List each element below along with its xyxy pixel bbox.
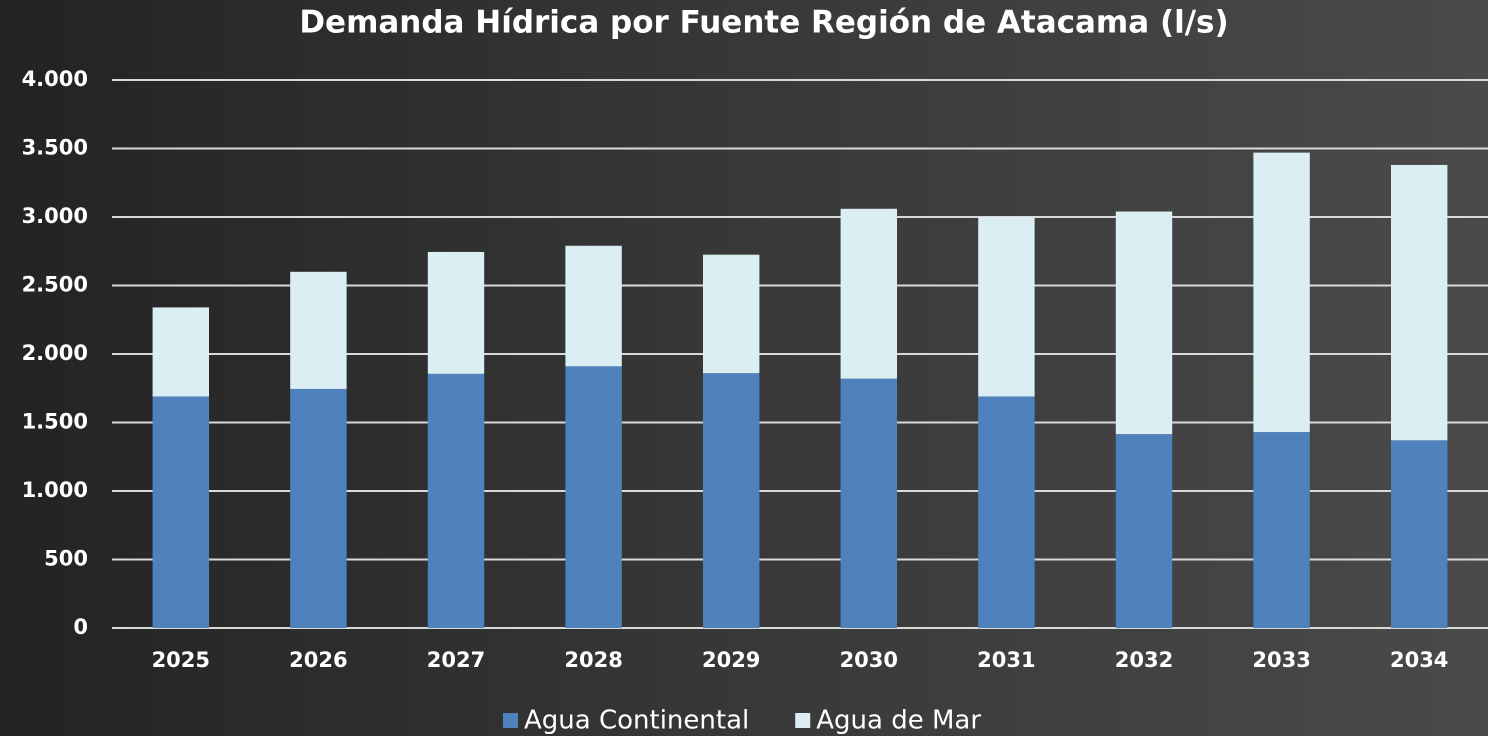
x-tick-label: 2026	[289, 648, 347, 672]
bar	[1390, 164, 1448, 441]
bar	[427, 251, 485, 374]
bar	[702, 254, 760, 374]
bar	[978, 217, 1035, 397]
legend-swatch	[503, 713, 518, 728]
x-tick-label: 2029	[702, 648, 760, 672]
x-tick-label: 2028	[564, 648, 622, 672]
x-tick-label: 2031	[977, 648, 1035, 672]
bar	[1253, 152, 1310, 433]
x-tick-label: 2025	[152, 648, 210, 672]
bar	[427, 373, 485, 628]
bar	[290, 388, 347, 628]
legend-label: Agua Continental	[524, 706, 749, 736]
bar	[290, 271, 347, 389]
bar	[565, 366, 622, 628]
legend-swatch	[795, 713, 811, 728]
x-tick-label: 2033	[1252, 648, 1310, 672]
bar	[840, 208, 898, 379]
bar	[1115, 434, 1173, 628]
x-tick-label: 2032	[1115, 648, 1173, 672]
y-tick-label: 500	[44, 547, 88, 571]
y-tick-label: 3.500	[22, 136, 88, 160]
bar	[1390, 440, 1448, 628]
y-tick-label: 1.500	[22, 410, 88, 434]
bar	[1253, 432, 1310, 628]
y-tick-label: 2.500	[22, 273, 88, 297]
y-tick-label: 3.000	[22, 204, 88, 228]
bar	[978, 396, 1035, 628]
y-tick-label: 0	[73, 615, 88, 639]
bar	[702, 373, 760, 628]
bar	[1115, 211, 1173, 435]
y-tick-label: 2.000	[22, 341, 88, 365]
legend-label: Agua de Mar	[816, 706, 981, 736]
bar	[840, 378, 898, 628]
bar	[152, 396, 210, 628]
y-tick-label: 1.000	[22, 478, 88, 502]
bar	[152, 307, 210, 397]
y-tick-label: 4.000	[22, 67, 88, 91]
x-tick-label: 2027	[427, 648, 485, 672]
bar	[565, 245, 622, 367]
chart-title: Demanda Hídrica por Fuente Región de Ata…	[299, 5, 1228, 41]
x-tick-label: 2030	[840, 648, 898, 672]
x-tick-label: 2034	[1390, 648, 1448, 672]
